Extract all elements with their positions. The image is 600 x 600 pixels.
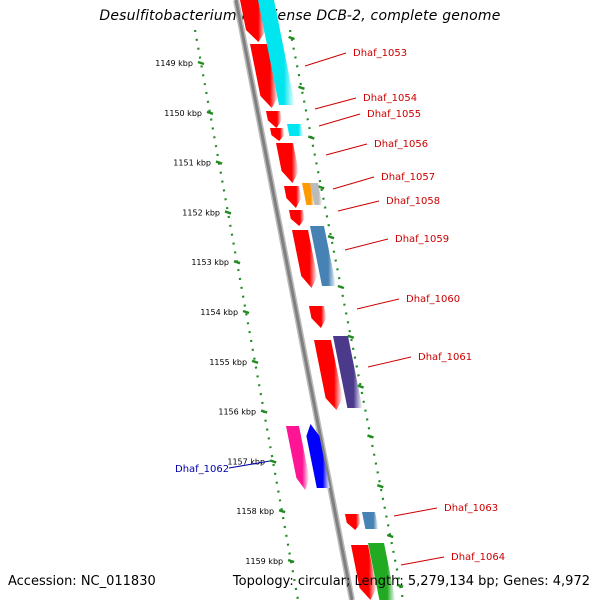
label-leader — [367, 356, 412, 368]
gene-dhaf-1060 — [309, 306, 327, 328]
gene-blue-forward — [306, 424, 330, 488]
gene-dhaf-1063 — [345, 514, 361, 530]
label-leader — [228, 460, 271, 469]
gene-dhaf-1059 — [292, 230, 318, 288]
map-title: Desulfitobacterium hafniense DCB-2, comp… — [99, 8, 501, 24]
label-leader — [337, 200, 380, 212]
ruler-tick — [298, 85, 305, 90]
gene-dhaf-1062-magenta — [286, 426, 310, 490]
kbp-tick — [242, 309, 250, 315]
gene-purple — [333, 336, 363, 408]
ruler-tick — [347, 334, 355, 339]
kbp-tick — [260, 409, 268, 414]
kbp-label: 1150 kbp — [164, 109, 202, 118]
kbp-label: 1152 kbp — [182, 208, 220, 217]
kbp-label: 1154 kbp — [200, 308, 238, 317]
kbp-label: 1157 kbp — [227, 457, 265, 466]
gene-dhaf-1055 — [270, 128, 285, 141]
gene-dhaf-1064 — [351, 545, 377, 600]
gene-label: Dhaf_1055 — [367, 109, 421, 120]
kbp-tick — [278, 509, 286, 514]
ruler-tick — [317, 185, 325, 190]
gene-label: Dhaf_1053 — [353, 48, 407, 59]
label-leader — [400, 556, 445, 566]
kbp-tick — [287, 558, 295, 564]
kbp-tick — [251, 359, 259, 364]
gene-green — [368, 543, 396, 600]
kbp-label: 1159 kbp — [245, 557, 283, 566]
gene-orange — [302, 183, 315, 205]
kbp-tick — [197, 60, 205, 66]
label-leader — [356, 298, 400, 310]
gene-label: Dhaf_1058 — [386, 196, 440, 207]
label-leader — [304, 52, 347, 67]
gene-label: Dhaf_1056 — [374, 139, 428, 150]
ruler-tick — [357, 384, 365, 389]
ruler-tick — [376, 484, 384, 489]
gene-cyan — [258, 0, 295, 105]
ruler-tick — [337, 284, 345, 290]
kbp-tick — [224, 210, 232, 215]
kbp-label: 1155 kbp — [209, 358, 247, 367]
label-leader — [332, 176, 375, 190]
gene-red — [240, 0, 266, 42]
gene-dhaf-1054 — [266, 111, 282, 128]
kbp-tick — [269, 459, 277, 464]
left-ruler-dots — [193, 29, 300, 600]
gene-dhaf-1058 — [289, 210, 305, 226]
kbp-tick — [206, 110, 214, 115]
label-leader — [325, 143, 368, 156]
gene-cyan-small — [287, 124, 304, 136]
gene-dhaf-1057 — [284, 186, 302, 208]
gene-steelblue-small — [362, 512, 379, 529]
kbp-label: 1149 kbp — [155, 59, 193, 68]
ruler-tick — [327, 235, 335, 240]
kbp-label: 1151 kbp — [173, 159, 211, 168]
genome-summary: Topology: circular; Length: 5,279,134 bp… — [232, 574, 590, 589]
gene-dhaf-1056 — [276, 143, 299, 183]
kbp-label: 1153 kbp — [191, 258, 229, 267]
gene-steelblue — [310, 226, 336, 286]
kbp-tick — [215, 160, 223, 165]
label-leader — [344, 238, 389, 251]
gene-dhaf-1061 — [314, 340, 343, 410]
kbp-tick — [233, 260, 241, 265]
gene-dhaf-1053 — [250, 44, 279, 108]
gene-label: Dhaf_1064 — [451, 552, 505, 563]
gene-label: Dhaf_1059 — [395, 234, 449, 245]
backbone-line — [234, 0, 354, 600]
accession-label: Accession: NC_011830 — [8, 574, 156, 589]
label-leader — [314, 97, 357, 110]
gene-grey — [310, 183, 323, 205]
gene-label: Dhaf_1054 — [363, 93, 417, 104]
gene-label: Dhaf_1063 — [444, 503, 498, 514]
kbp-label: 1156 kbp — [218, 408, 256, 417]
ruler-tick — [367, 434, 374, 439]
ruler-tick — [307, 135, 315, 140]
gene-label: Dhaf_1057 — [381, 172, 435, 183]
gene-label: Dhaf_1062 — [175, 464, 229, 475]
label-leader — [318, 113, 361, 127]
gene-label: Dhaf_1061 — [418, 352, 472, 363]
ruler-tick — [396, 583, 404, 588]
ruler-tick — [386, 533, 394, 539]
kbp-label: 1158 kbp — [236, 507, 274, 516]
ruler-tick — [288, 35, 295, 41]
label-leader — [393, 507, 438, 517]
gene-label: Dhaf_1060 — [406, 294, 460, 305]
